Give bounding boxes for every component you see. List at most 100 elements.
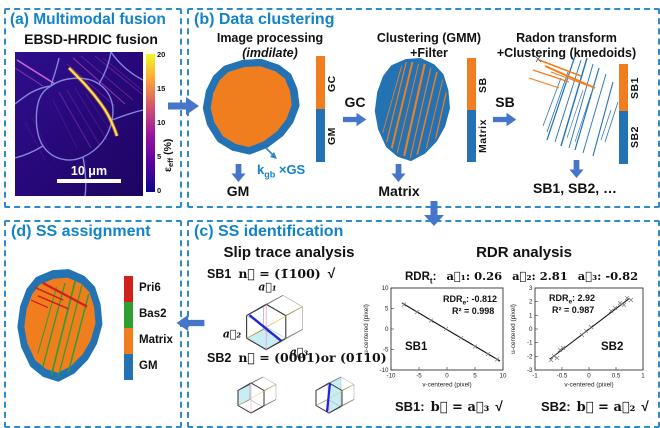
slip-traces	[15, 55, 143, 163]
rdr-e-base: RDR	[549, 293, 569, 303]
step2-header-line1: Clustering (GMM)	[376, 31, 482, 45]
rdr-t-a2-value: a⃗₂: 2.81	[512, 269, 568, 283]
panel-a-multimodal-fusion: (a) Multimodal fusion EBSD-HRDIC fusion	[4, 8, 182, 208]
legend-label-pri6: Pri6	[139, 282, 161, 294]
y-axis-label: u-centered (pixel)	[510, 304, 517, 354]
sb-right-arrow	[493, 112, 517, 127]
grain-blob-gmm	[374, 58, 450, 161]
matrix-swatch	[124, 328, 133, 354]
tick-marks	[534, 287, 644, 371]
scale-bar-label: 10 μm	[71, 164, 107, 178]
y-tick: -3	[527, 367, 533, 374]
sb-list-down-arrow	[569, 160, 584, 179]
kgb-annotation-arrow	[265, 147, 277, 159]
rdr-t-sub: t	[429, 276, 433, 286]
sb1-plane-row: SB1 n⃗ = (1̄100) √	[207, 266, 335, 281]
axis-a3-label: a⃗₃	[290, 345, 309, 358]
arrow-a-to-b	[168, 97, 199, 115]
ss-legend-bar	[124, 276, 133, 380]
rdr-e-value: : -0.812	[466, 294, 497, 304]
grain-boundaries	[15, 52, 143, 196]
step1-header-line2: (imdilate)	[242, 46, 298, 60]
step3-header-line1: Radon transform	[516, 31, 617, 45]
matrix-down-arrow	[391, 164, 406, 183]
arrow-c-to-d	[176, 314, 205, 332]
epsilon-unit: (%)	[162, 138, 174, 158]
sb2-prism-left	[237, 376, 277, 414]
r-squared-value: R² = 0.998	[452, 306, 494, 316]
step1-header-line1: Image processing	[216, 31, 324, 45]
step2-header: Clustering (GMM) +Filter	[355, 31, 503, 61]
legend-label-matrix: Matrix	[139, 334, 173, 346]
kgb-rest: ×GS	[275, 162, 306, 177]
colorbar-tick: 5	[157, 152, 162, 161]
y-tick: -10	[380, 367, 390, 374]
sb1-bar-label: SB1	[629, 77, 641, 100]
sb2-name: SB2	[207, 351, 232, 365]
panel-c-title: (c) SS identification	[194, 223, 344, 240]
sb1-check-mark: √	[327, 266, 336, 281]
slip-band-lines	[381, 61, 448, 158]
x-tick: -0.5	[557, 373, 568, 380]
colorbar-tick: 10	[157, 118, 166, 127]
sb1-cluster-lines	[528, 59, 596, 89]
panel-b-data-clustering: (b) Data clustering Image processing (im…	[187, 8, 660, 208]
axis-a1-label: a⃗₁	[258, 280, 276, 293]
panel-a-title: (a) Multimodal fusion	[10, 11, 166, 28]
y-tick: -2	[527, 353, 533, 360]
gc-gm-bar	[316, 56, 325, 162]
sb1-rdr-scatter-plot: -10 -5 0 5 10 10 5 0 -5 -10 v-centered (…	[363, 285, 507, 389]
kgb-subscript: gb	[264, 169, 276, 180]
y-axis-label: u-centered (pixel)	[363, 304, 370, 354]
sb2-plane-formula: n⃗ = (0001)or (01̄10)	[238, 350, 387, 365]
slip-trace-line	[325, 382, 332, 413]
bright-slip-band	[67, 66, 119, 137]
sb2-conclusion-name: SB2:	[541, 399, 571, 414]
matrix-bar-label: Matrix	[477, 119, 489, 153]
legend-label-gm: GM	[139, 360, 158, 372]
x-tick: 0	[587, 373, 591, 380]
kgb-base: k	[257, 162, 265, 177]
grain-shape	[374, 58, 450, 161]
sb1-burgers-formula: b⃗ = a⃗₃	[430, 400, 490, 415]
sb-matrix-bar	[467, 58, 476, 162]
x-tick: 5	[473, 373, 477, 380]
sb1-segment	[619, 64, 628, 111]
matrix-output-label: Matrix	[378, 183, 420, 199]
rdr-e-sub: e	[463, 300, 467, 307]
x-tick: 0	[445, 373, 449, 380]
rdr-t-a3-value: a⃗₃: -0.82	[577, 269, 639, 283]
sb2-bar-label: SB2	[629, 126, 641, 148]
axis-tick-labels: -1 -0.5 0 0.5 1 3 2 1 0 -1 -2 -3	[527, 285, 645, 380]
y-tick: 0	[529, 326, 533, 333]
sb1-plane-formula: n⃗ = (1̄100)	[238, 266, 321, 281]
x-tick: -5	[416, 373, 422, 380]
data-points	[548, 295, 634, 363]
gc-segment	[316, 56, 325, 109]
sb2-rdr-scatter-plot: -1 -0.5 0 0.5 1 3 2 1 0 -1 -2 -3 v-cente…	[510, 285, 645, 389]
y-tick: 2	[529, 299, 533, 306]
outlier-marks	[534, 54, 542, 63]
rdr-e-value: : 2.92	[572, 293, 595, 303]
assigned-slip-lines	[30, 280, 90, 378]
sb-bar-label: SB	[477, 77, 489, 93]
x-tick: 1	[641, 373, 645, 380]
y-tick: 5	[385, 306, 389, 313]
matrix-segment	[467, 110, 476, 162]
data-points	[401, 302, 500, 362]
x-tick: -1	[532, 373, 538, 380]
rdr-e-sub: e	[569, 299, 573, 306]
sb1-conclusion-name: SB1:	[395, 399, 425, 414]
slip-trace-analysis-title: Slip trace analysis	[223, 244, 355, 261]
rdr-t-base: RDR	[405, 271, 430, 283]
y-tick: -1	[527, 340, 533, 347]
colorbar-tick: 0	[157, 186, 162, 195]
epsilon-symbol: ε	[162, 167, 174, 172]
step1-header: Image processing (imdilate)	[195, 31, 345, 61]
colorbar-tick: 20	[157, 50, 166, 59]
y-tick: 3	[529, 285, 533, 292]
sb2-plane-row: SB2 n⃗ = (0001)or (01̄10)	[207, 350, 387, 365]
y-tick: -5	[383, 347, 389, 354]
scale-bar	[57, 179, 121, 183]
r-squared-value: R² = 0.987	[552, 305, 594, 315]
